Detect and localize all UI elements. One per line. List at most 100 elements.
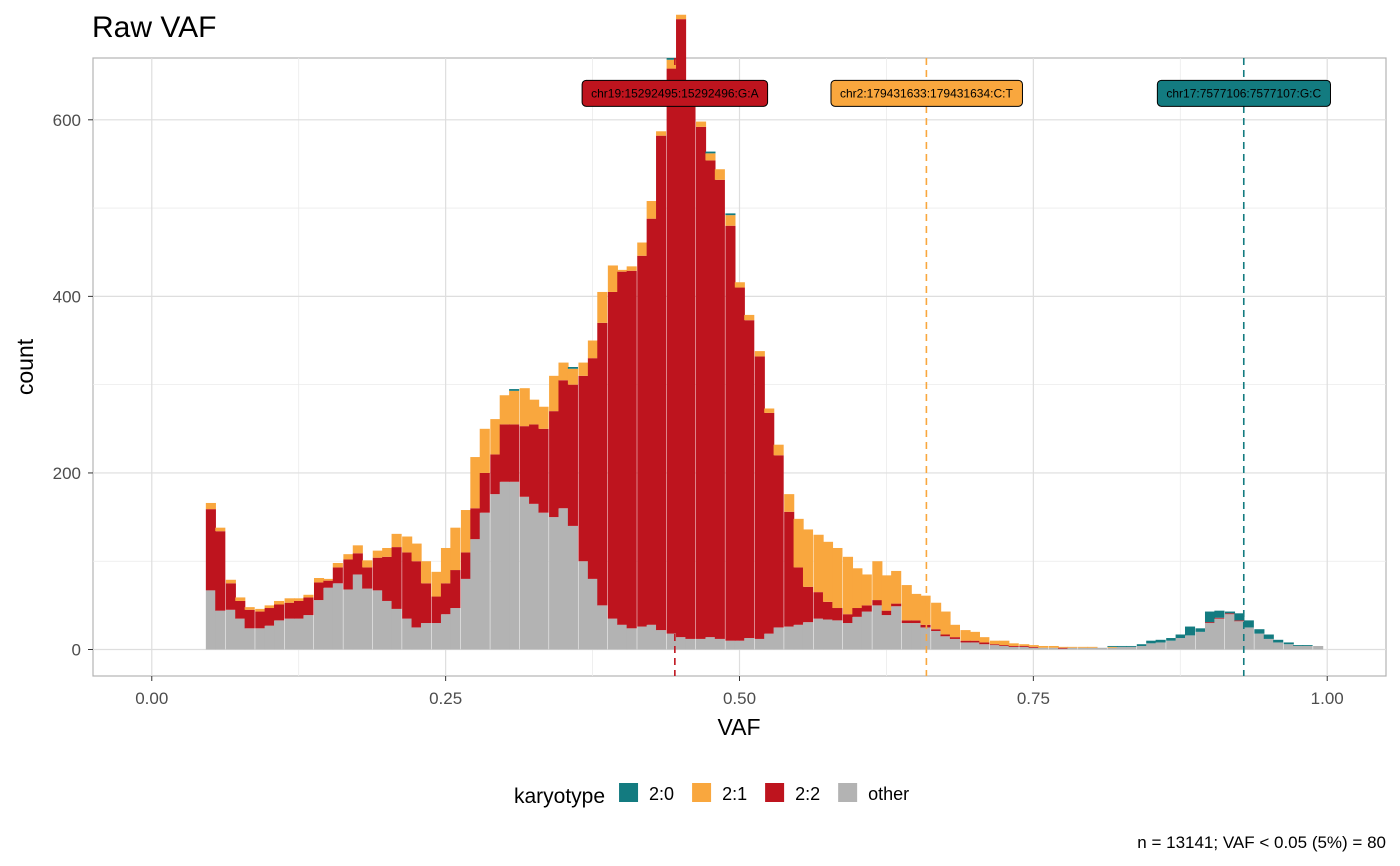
bar-2-2: [323, 580, 334, 588]
bar-2-2: [235, 600, 246, 619]
bar-2-2: [969, 640, 980, 643]
bar-2-2: [685, 91, 696, 639]
bar-2-2: [549, 411, 560, 518]
bar-2-2: [264, 608, 275, 626]
bar-other: [764, 633, 775, 650]
bar-2-1: [931, 602, 942, 630]
bar-2-1: [215, 527, 226, 532]
legend: karyotype 2:0 2:1 2:2 other: [514, 783, 909, 808]
bar-2-2: [529, 424, 540, 504]
bar-2-2: [784, 511, 795, 627]
bar-other: [470, 539, 481, 650]
bar-2-2: [666, 68, 677, 634]
bar-other: [1166, 640, 1177, 650]
bar-2-2: [881, 610, 892, 616]
x-axis-label: VAF: [717, 714, 760, 740]
x-tick-label: 0.50: [723, 689, 756, 708]
annotation-label: chr2:179431633:179431634:C:T: [830, 79, 1023, 107]
bar-other: [205, 590, 216, 650]
bar-other: [1146, 643, 1157, 650]
bar-2-1: [549, 375, 560, 412]
bar-other: [578, 561, 589, 650]
bar-2-2: [607, 291, 618, 619]
bar-other: [1008, 646, 1019, 650]
bar-other: [1175, 638, 1186, 650]
bar-2-2: [979, 642, 990, 645]
bar-2-1: [294, 598, 305, 601]
bar-2-2: [391, 547, 402, 609]
histogram-bars: [205, 14, 1324, 650]
bar-2-2: [646, 218, 657, 625]
bar-2-1: [607, 265, 618, 292]
bar-2-1: [764, 408, 775, 413]
bar-other: [597, 605, 608, 650]
bar-2-1: [1078, 646, 1089, 648]
bar-other: [509, 481, 520, 650]
chart-title: Raw VAF: [92, 11, 216, 44]
bar-other: [881, 615, 892, 650]
bar-2-1: [332, 562, 343, 568]
bar-2-2: [989, 644, 1000, 646]
bar-2-2: [343, 559, 354, 590]
bar-2-1: [284, 598, 295, 603]
bar-2-2: [960, 640, 971, 643]
bar-2-1: [343, 554, 354, 560]
legend-label: other: [868, 784, 909, 804]
bar-2-0: [1116, 645, 1127, 647]
annotation-text: chr2:179431633:179431634:C:T: [840, 86, 1013, 100]
bar-2-2: [714, 179, 725, 639]
bar-2-1: [440, 547, 452, 584]
bar-other: [725, 640, 736, 650]
bar-2-0: [1166, 638, 1177, 641]
bar-2-1: [1028, 645, 1039, 647]
bar-2-1: [538, 406, 549, 429]
bar-other: [529, 503, 540, 650]
bar-2-1: [391, 533, 402, 548]
bar-2-1: [725, 215, 736, 226]
bar-other: [294, 618, 305, 650]
bar-2-1: [891, 570, 902, 604]
bar-other: [784, 626, 795, 650]
bar-2-2: [920, 624, 931, 628]
bar-2-2: [597, 322, 608, 606]
bar-2-2: [479, 472, 490, 513]
bar-2-2: [861, 605, 872, 612]
bar-other: [1028, 647, 1039, 650]
bar-2-1: [1107, 646, 1118, 648]
bar-2-2: [802, 586, 814, 623]
bar-2-2: [940, 634, 951, 637]
bar-2-2: [999, 645, 1010, 646]
bar-2-1: [969, 631, 980, 641]
bar-other: [813, 618, 824, 650]
bar-2-1: [323, 578, 334, 581]
legend-item: 2:0: [619, 783, 674, 804]
bar-2-1: [255, 608, 266, 612]
bar-2-1: [754, 351, 765, 357]
bar-2-2: [1234, 620, 1245, 622]
bar-other: [1107, 647, 1118, 650]
bar-other: [1155, 642, 1166, 650]
bar-other: [617, 624, 628, 650]
bar-2-1: [205, 502, 216, 510]
bar-2-1: [509, 390, 520, 425]
bar-2-1: [822, 541, 834, 602]
bar-2-1: [1048, 645, 1059, 648]
bar-2-1: [617, 269, 628, 272]
bar-2-2: [402, 552, 413, 619]
bar-other: [872, 605, 883, 650]
bar-other: [549, 517, 560, 650]
bar-other: [1184, 635, 1196, 650]
bar-2-1: [1019, 644, 1030, 646]
bar-2-1: [1008, 643, 1019, 646]
bar-other: [235, 618, 246, 650]
bar-2-2: [420, 583, 432, 624]
bar-2-1: [714, 169, 725, 180]
bar-2-1: [362, 560, 373, 568]
bar-other: [567, 525, 578, 650]
bar-other: [479, 512, 490, 650]
bar-other: [920, 627, 931, 650]
bar-2-1: [705, 153, 716, 161]
bar-2-2: [764, 412, 775, 634]
bar-2-0: [1302, 645, 1313, 646]
